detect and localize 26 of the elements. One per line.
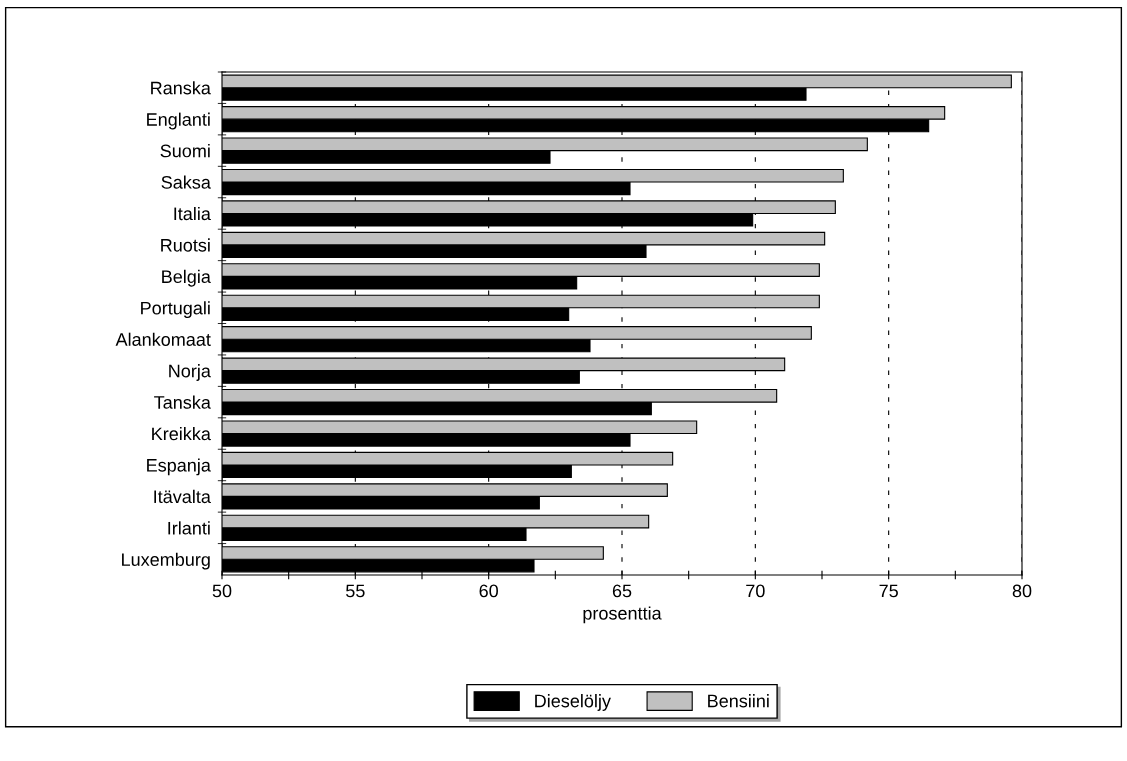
y-tick-label: Alankomaat (115, 332, 211, 346)
y-tick-label: Tanska (154, 395, 211, 409)
y-tick-label: Belgia (162, 269, 211, 287)
legend-label: Bensiini (708, 694, 769, 708)
y-tick-label: Suomi (160, 144, 210, 158)
y-tick-label: Englanti (147, 112, 210, 130)
y-tick-label: Ranska (151, 81, 211, 95)
x-tick-label: 65 (612, 584, 632, 598)
y-tick-label: Kreikka (152, 426, 211, 441)
legend-label: Dieselöljy (535, 694, 611, 711)
y-tick-label: Italia (174, 206, 211, 221)
y-tick-label: Irlanti (168, 521, 210, 535)
y-tick-label: Luxemburg (122, 552, 210, 570)
x-tick-label: 50 (212, 584, 232, 598)
x-tick-label: 80 (1012, 584, 1032, 598)
x-tick-label: 70 (746, 584, 765, 598)
x-tick-label: 75 (879, 584, 898, 598)
y-tick-label: Ruotsi (161, 238, 210, 252)
y-tick-label: Itävalta (154, 489, 211, 504)
x-tick-label: 55 (346, 584, 365, 598)
y-tick-label: Norja (169, 364, 211, 381)
x-tick-label: 60 (479, 584, 498, 598)
y-tick-label: Saksa (161, 175, 211, 189)
y-tick-label: Espanja (147, 458, 211, 476)
x-axis-title: prosenttia (583, 606, 662, 624)
y-tick-label: Portugali (141, 301, 210, 319)
